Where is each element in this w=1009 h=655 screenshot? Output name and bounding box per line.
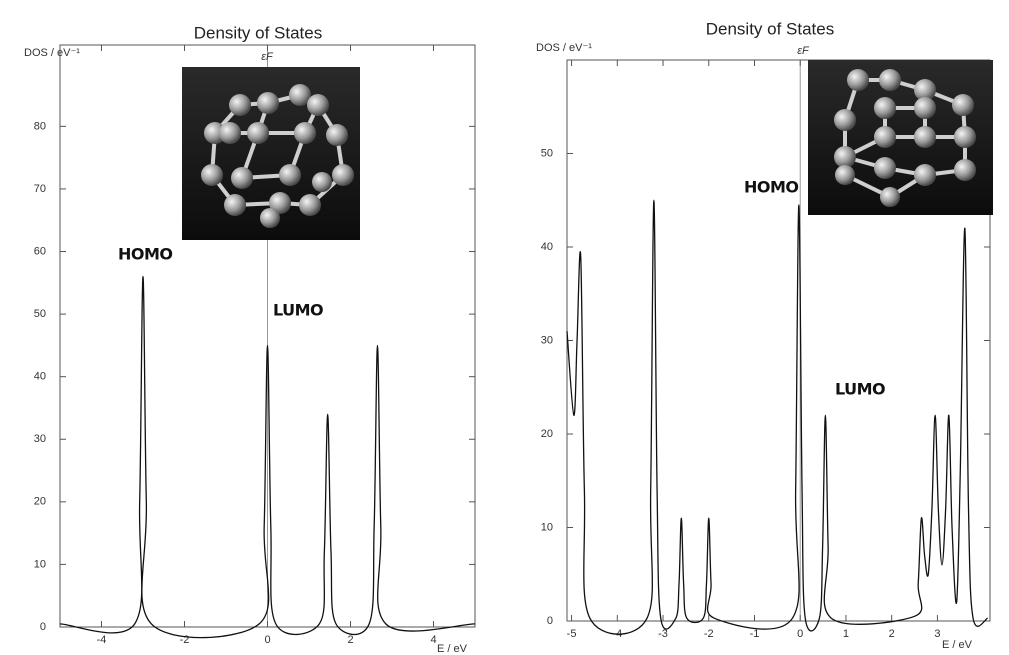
x-tick-label: 1: [843, 628, 849, 640]
y-tick-label: 60: [34, 245, 46, 257]
y-tick-label: 10: [34, 558, 46, 570]
x-tick-label: 0: [797, 628, 803, 640]
x-axis-label: E / eV: [942, 639, 973, 651]
x-tick-label: -4: [97, 634, 107, 646]
x-tick-label: 3: [934, 628, 940, 640]
fermi-label: εF: [797, 45, 810, 57]
y-tick-label: 40: [34, 371, 46, 383]
x-tick-label: 4: [430, 634, 436, 646]
y-tick-label: 0: [547, 615, 553, 627]
y-tick-label: 0: [40, 621, 46, 633]
x-tick-label: 0: [264, 634, 270, 646]
annotation: HOMO: [744, 178, 799, 197]
y-axis-label: DOS / eV⁻¹: [536, 42, 592, 54]
y-tick-label: 40: [541, 241, 553, 253]
y-tick-label: 50: [541, 147, 553, 159]
y-tick-label: 70: [34, 183, 46, 195]
figure: 01020304050607080-4-2024Density of State…: [0, 0, 1009, 655]
chart-title: Density of States: [706, 19, 835, 38]
x-tick-label: 2: [889, 628, 895, 640]
y-tick-label: 10: [541, 521, 553, 533]
y-axis-label: DOS / eV⁻¹: [24, 47, 80, 59]
annotation: HOMO: [118, 245, 173, 264]
y-tick-label: 50: [34, 308, 46, 320]
fermi-label: εF: [261, 51, 274, 63]
y-tick-label: 30: [541, 334, 553, 346]
y-tick-label: 80: [34, 120, 46, 132]
x-tick-label: -2: [704, 628, 714, 640]
molecule-image: [808, 60, 993, 215]
x-axis-label: E / eV: [437, 643, 468, 655]
x-tick-label: 2: [347, 634, 353, 646]
annotation: LUMO: [835, 380, 885, 399]
y-tick-label: 20: [541, 428, 553, 440]
molecule-image: [182, 67, 360, 240]
chart-title: Density of States: [194, 23, 323, 42]
x-tick-label: -5: [567, 628, 577, 640]
y-tick-label: 30: [34, 433, 46, 445]
annotation: LUMO: [273, 301, 323, 320]
x-tick-label: -1: [750, 628, 760, 640]
y-tick-label: 20: [34, 496, 46, 508]
